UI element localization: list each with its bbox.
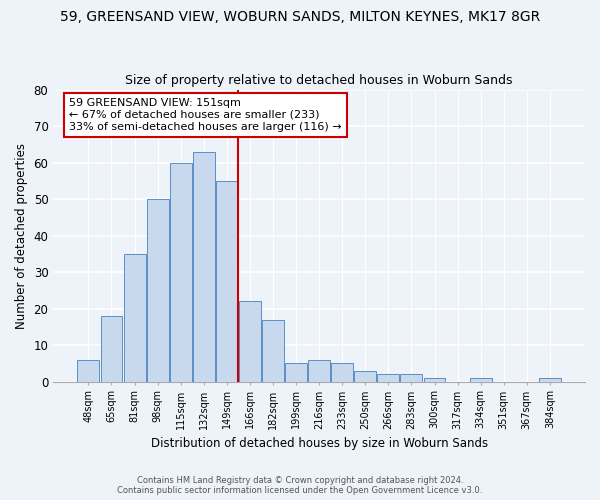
Bar	[470, 378, 491, 382]
Bar	[101, 316, 122, 382]
Title: Size of property relative to detached houses in Woburn Sands: Size of property relative to detached ho…	[125, 74, 513, 87]
Y-axis label: Number of detached properties: Number of detached properties	[15, 142, 28, 328]
Text: Contains HM Land Registry data © Crown copyright and database right 2024.
Contai: Contains HM Land Registry data © Crown c…	[118, 476, 482, 495]
Bar	[400, 374, 422, 382]
Bar	[124, 254, 146, 382]
Bar	[170, 162, 191, 382]
Bar	[193, 152, 215, 382]
Bar	[424, 378, 445, 382]
Text: 59 GREENSAND VIEW: 151sqm
← 67% of detached houses are smaller (233)
33% of semi: 59 GREENSAND VIEW: 151sqm ← 67% of detac…	[69, 98, 342, 132]
Text: 59, GREENSAND VIEW, WOBURN SANDS, MILTON KEYNES, MK17 8GR: 59, GREENSAND VIEW, WOBURN SANDS, MILTON…	[60, 10, 540, 24]
Bar	[285, 364, 307, 382]
Bar	[77, 360, 100, 382]
Bar	[331, 364, 353, 382]
Bar	[216, 181, 238, 382]
X-axis label: Distribution of detached houses by size in Woburn Sands: Distribution of detached houses by size …	[151, 437, 488, 450]
Bar	[377, 374, 400, 382]
Bar	[355, 370, 376, 382]
Bar	[239, 302, 261, 382]
Bar	[539, 378, 561, 382]
Bar	[146, 199, 169, 382]
Bar	[308, 360, 330, 382]
Bar	[262, 320, 284, 382]
